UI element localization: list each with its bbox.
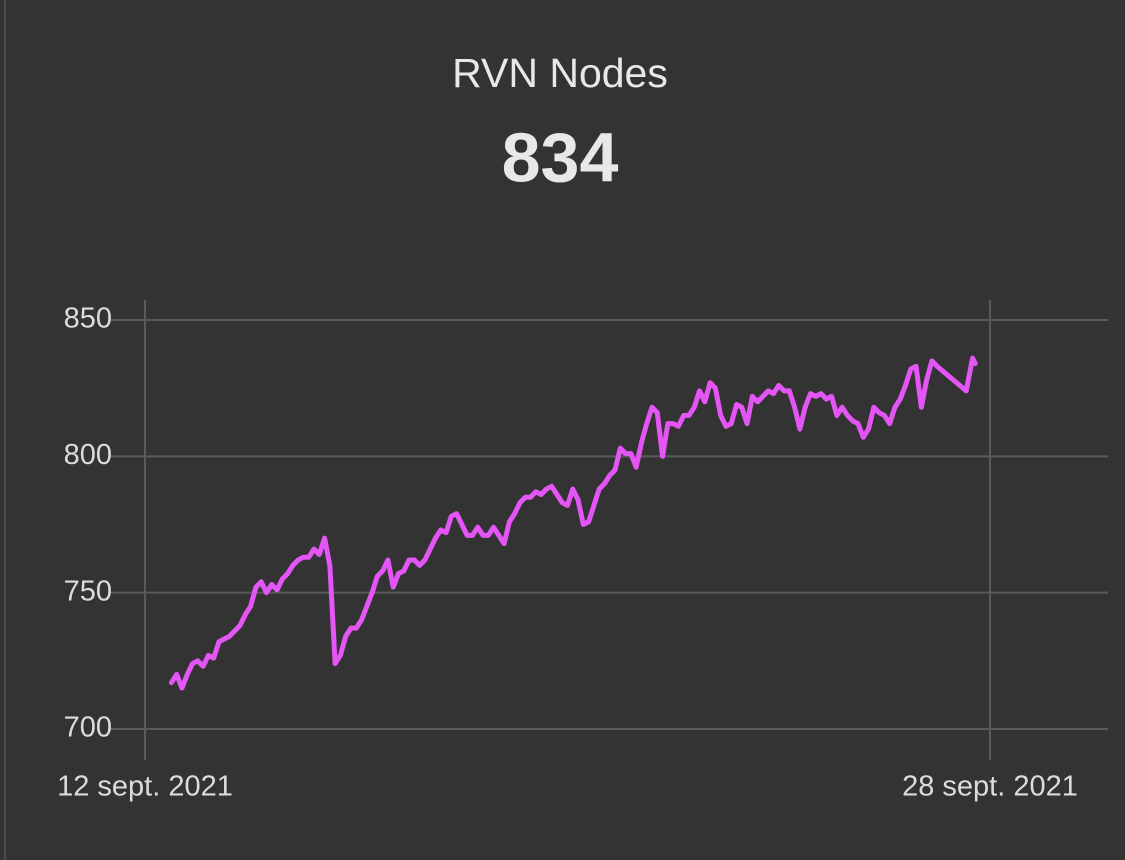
y-tick-label: 800 [64,439,112,471]
x-tick-label: 12 sept. 2021 [57,771,233,803]
y-tick-label: 850 [64,303,112,335]
y-tick-label: 700 [64,712,112,744]
current-value: 834 [502,118,619,196]
widget-title: RVN Nodes [452,50,668,96]
y-tick-label: 750 [64,575,112,607]
x-tick-label: 28 sept. 2021 [902,771,1078,803]
data-line [168,355,978,691]
